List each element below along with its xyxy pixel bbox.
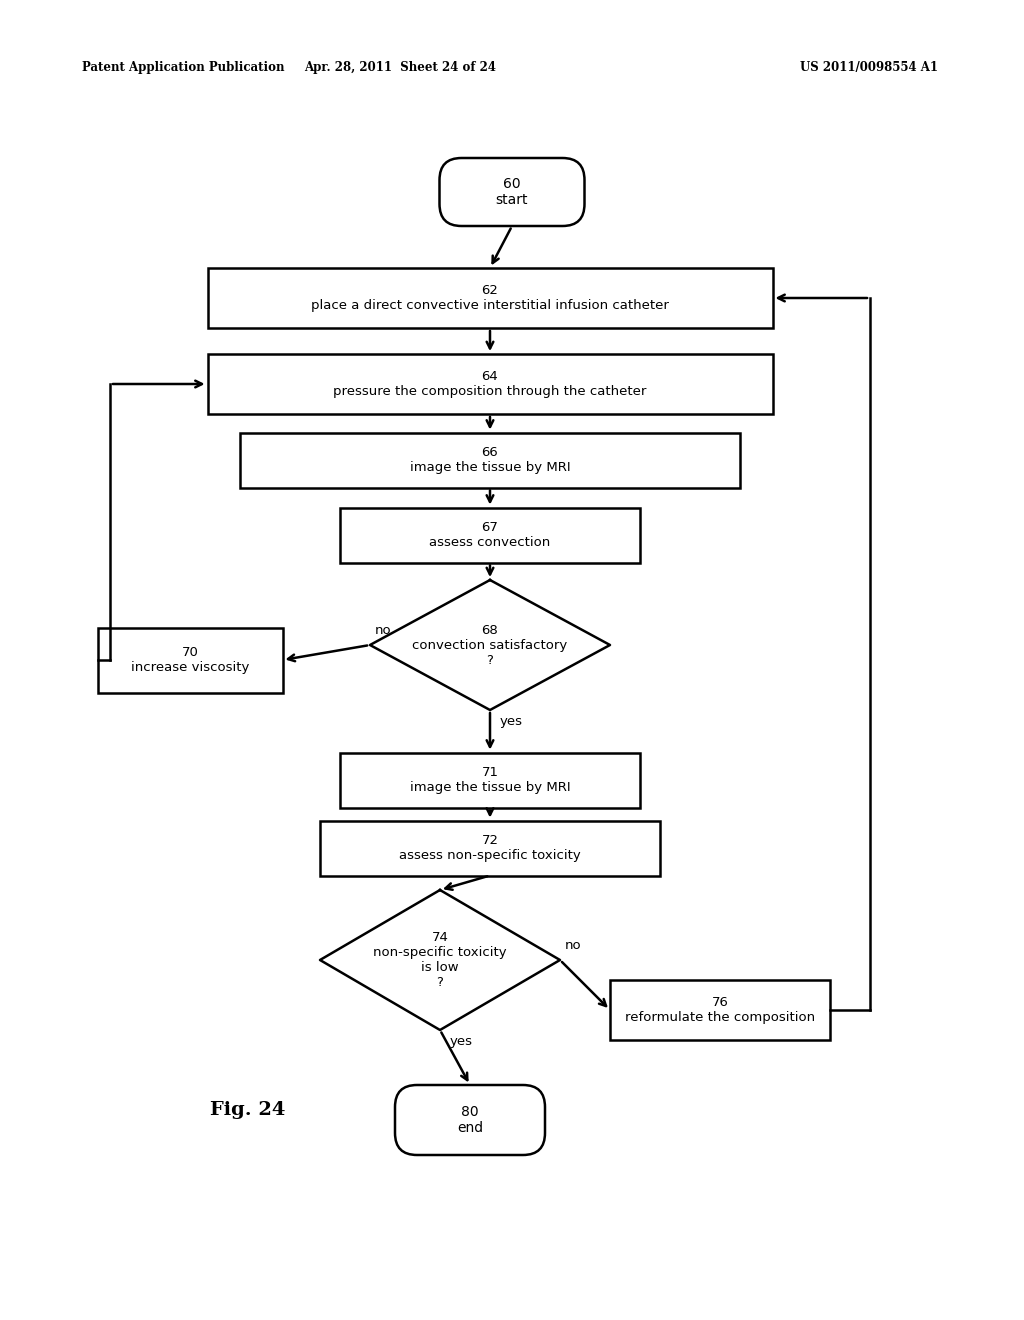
Text: yes: yes <box>500 715 523 729</box>
Text: 80
end: 80 end <box>457 1105 483 1135</box>
Text: 66
image the tissue by MRI: 66 image the tissue by MRI <box>410 446 570 474</box>
Text: 70
increase viscosity: 70 increase viscosity <box>131 645 249 675</box>
Text: 74
non-specific toxicity
is low
?: 74 non-specific toxicity is low ? <box>373 931 507 989</box>
Text: 72
assess non-specific toxicity: 72 assess non-specific toxicity <box>399 834 581 862</box>
Bar <box>340 752 640 808</box>
Text: Apr. 28, 2011  Sheet 24 of 24: Apr. 28, 2011 Sheet 24 of 24 <box>304 62 496 74</box>
Text: 71
image the tissue by MRI: 71 image the tissue by MRI <box>410 766 570 795</box>
Bar <box>319 821 660 875</box>
Text: 67
assess convection: 67 assess convection <box>429 521 551 549</box>
Text: 62
place a direct convective interstitial infusion catheter: 62 place a direct convective interstitia… <box>311 284 669 312</box>
Bar <box>240 433 740 487</box>
Polygon shape <box>370 579 610 710</box>
Text: 60
start: 60 start <box>496 177 528 207</box>
FancyBboxPatch shape <box>395 1085 545 1155</box>
Text: yes: yes <box>450 1035 473 1048</box>
Bar <box>97 627 283 693</box>
Text: 64
pressure the composition through the catheter: 64 pressure the composition through the … <box>334 370 647 399</box>
FancyBboxPatch shape <box>439 158 585 226</box>
Text: Fig. 24: Fig. 24 <box>210 1101 286 1119</box>
Text: Patent Application Publication: Patent Application Publication <box>82 62 285 74</box>
Bar <box>610 979 830 1040</box>
Text: 68
convection satisfactory
?: 68 convection satisfactory ? <box>413 623 567 667</box>
Bar <box>208 354 772 414</box>
Text: US 2011/0098554 A1: US 2011/0098554 A1 <box>800 62 938 74</box>
Polygon shape <box>319 890 560 1030</box>
Bar <box>208 268 772 327</box>
Bar <box>340 507 640 562</box>
Text: no: no <box>565 939 582 952</box>
Text: 76
reformulate the composition: 76 reformulate the composition <box>625 997 815 1024</box>
Text: no: no <box>375 624 391 638</box>
